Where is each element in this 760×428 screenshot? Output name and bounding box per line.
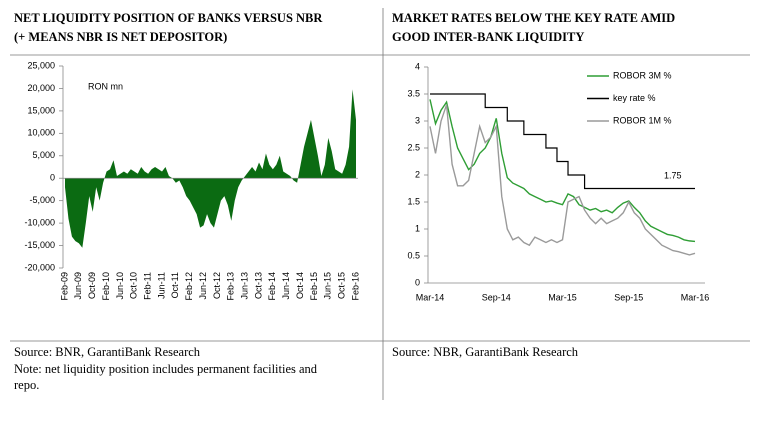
x-tick-label: Jun-15 (323, 272, 333, 300)
x-tick-label: Feb-11 (143, 272, 153, 300)
y-tick-label: 2.5 (407, 142, 420, 152)
area (65, 89, 356, 248)
series-line (430, 93, 695, 190)
x-tick-label: Mar-16 (681, 292, 710, 302)
y-tick-label: 4 (415, 61, 420, 71)
x-tick-label: Oct-12 (212, 272, 222, 299)
x-tick-label: Feb-15 (309, 272, 319, 301)
y-tick-label: 2 (415, 169, 420, 179)
note: Note: net liquidity position includes pe… (14, 362, 318, 376)
y-tick-label: -10,000 (24, 217, 55, 227)
y-tick-label: 5,000 (32, 150, 55, 160)
legend-label: ROBOR 1M % (613, 115, 672, 125)
x-tick-label: Oct-14 (295, 272, 305, 299)
x-tick-label: Jun-09 (73, 272, 83, 300)
y-tick-label: 0.5 (407, 250, 420, 260)
y-tick-label: 0 (415, 277, 420, 287)
legend-label: key rate % (613, 93, 656, 103)
series-line (429, 99, 696, 243)
y-tick-label: 20,000 (27, 83, 55, 93)
x-tick-label: Oct-11 (170, 272, 180, 298)
x-tick-label: Feb-16 (350, 272, 360, 301)
annotation: RON mn (88, 81, 123, 91)
y-tick-label: 1 (415, 223, 420, 233)
panel-title: (+ MEANS NBR IS NET DEPOSITOR) (14, 30, 227, 44)
y-tick-label: 10,000 (27, 128, 55, 138)
legend-label: ROBOR 3M % (613, 70, 672, 80)
x-tick-label: Jun-10 (115, 272, 125, 300)
x-tick-label: Feb-13 (226, 272, 236, 301)
x-tick-label: Jun-13 (240, 272, 250, 300)
x-tick-label: Oct-09 (87, 272, 97, 299)
x-tick-label: Feb-09 (59, 272, 69, 301)
annotation: 1.75 (664, 170, 682, 180)
y-tick-label: 25,000 (27, 60, 55, 70)
y-tick-label: 3.5 (407, 88, 420, 98)
x-tick-label: Jun-14 (281, 272, 291, 300)
note: repo. (14, 378, 39, 392)
source: Source: NBR, GarantiBank Research (392, 345, 579, 359)
x-tick-label: Feb-10 (101, 272, 111, 301)
source: Source: BNR, GarantiBank Research (14, 345, 201, 359)
x-tick-label: Mar-15 (548, 292, 577, 302)
x-tick-label: Oct-10 (129, 272, 139, 299)
x-tick-label: Sep-14 (482, 292, 511, 302)
y-tick-label: 0 (50, 173, 55, 183)
y-tick-label: 15,000 (27, 105, 55, 115)
panel-title: MARKET RATES BELOW THE KEY RATE AMID (392, 11, 675, 25)
series-line (429, 104, 696, 256)
y-tick-label: -15,000 (24, 240, 55, 250)
panel-title: GOOD INTER-BANK LIQUIDITY (392, 30, 584, 44)
y-tick-label: 1.5 (407, 196, 420, 206)
x-tick-label: Oct-13 (253, 272, 263, 299)
x-tick-label: Feb-12 (184, 272, 194, 301)
x-tick-label: Sep-15 (614, 292, 643, 302)
x-tick-label: Mar-14 (416, 292, 445, 302)
panel-title: NET LIQUIDITY POSITION OF BANKS VERSUS N… (14, 11, 323, 25)
y-tick-label: -5,000 (29, 195, 55, 205)
x-tick-label: Oct-15 (337, 272, 347, 299)
x-tick-label: Feb-14 (267, 272, 277, 301)
y-tick-label: 3 (415, 115, 420, 125)
y-tick-label: -20,000 (24, 262, 55, 272)
x-tick-label: Jun-11 (156, 272, 166, 299)
x-tick-label: Jun-12 (198, 272, 208, 300)
